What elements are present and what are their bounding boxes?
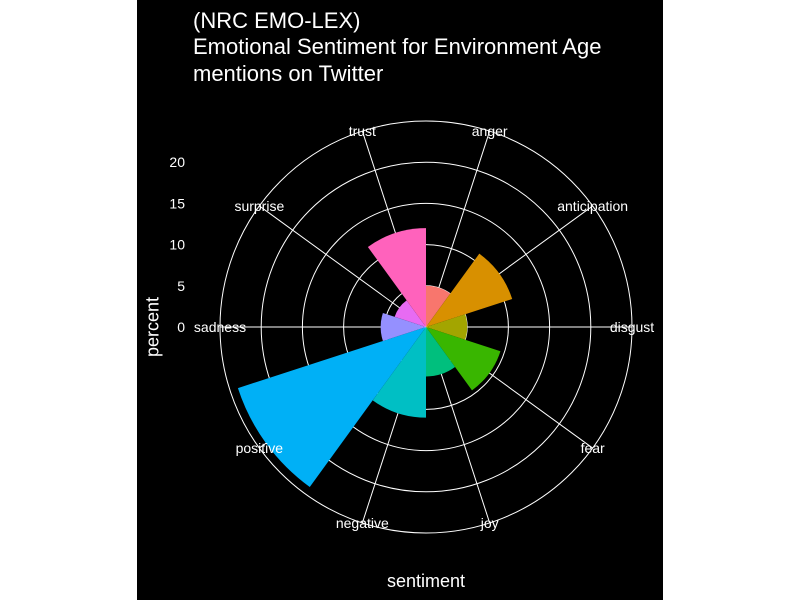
bar-positive: [237, 327, 426, 487]
category-label-anticipation: anticipation: [557, 198, 628, 214]
bar-sadness: [380, 313, 426, 341]
polar-plot: anger anticipation disgust fear joy negative p…: [169, 120, 654, 534]
category-label-disgust: disgust: [610, 319, 654, 335]
bar-disgust: [426, 314, 468, 340]
chart-title-line-1: (NRC EMO-LEX): [193, 8, 361, 33]
radial-tick-label: 0: [177, 319, 185, 335]
category-label-surprise: surprise: [234, 198, 284, 214]
bar-layer: [237, 228, 513, 487]
bar-surprise: [394, 300, 426, 327]
chart-title-line-2: Emotional Sentiment for Environment Age: [193, 34, 602, 59]
bar-anticipation: [426, 253, 513, 327]
category-label-fear: fear: [581, 440, 605, 456]
label-layer: anger anticipation disgust fear joy negative p…: [169, 123, 654, 531]
y-axis-label: percent: [142, 296, 163, 358]
radial-tick-label: 5: [177, 278, 185, 294]
bar-fear: [426, 327, 501, 391]
category-label-sadness: sadness: [194, 319, 246, 335]
chart-area: (NRC EMO-LEX) Emotional Sentiment for En…: [137, 0, 663, 600]
category-label-anger: anger: [472, 123, 508, 139]
x-axis-label: sentiment: [386, 571, 466, 591]
category-label-joy: joy: [480, 515, 499, 531]
spoke-surprise: [259, 205, 427, 328]
radial-tick-label: 10: [169, 237, 185, 253]
bar-negative: [372, 327, 426, 418]
category-label-trust: trust: [349, 123, 376, 139]
bar-anger: [426, 285, 451, 327]
bar-trust: [367, 228, 426, 327]
radial-tick-label: 20: [169, 154, 185, 170]
radial-tick-label: 15: [169, 195, 185, 211]
category-label-positive: positive: [236, 440, 284, 456]
chart-title-line-3: mentions on Twitter: [193, 61, 384, 86]
category-label-negative: negative: [336, 515, 389, 531]
bar-joy: [426, 327, 456, 377]
